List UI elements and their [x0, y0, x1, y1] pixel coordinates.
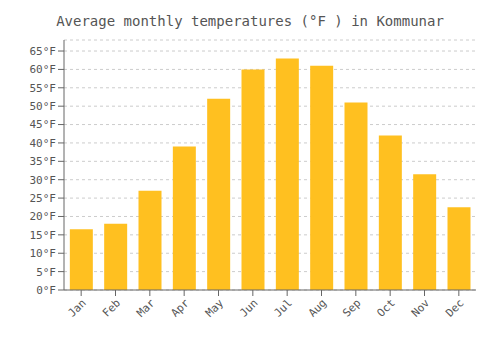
html-text:Average monthly temperatures (: Average monthly temperatures (°F ) in Ko…	[56, 13, 444, 29]
svg-text:Nov: Nov	[409, 296, 433, 320]
svg-text:Feb: Feb	[100, 296, 123, 319]
svg-text:Mar: Mar	[134, 296, 158, 320]
svg-text:60°F: 60°F	[30, 63, 57, 76]
svg-text:Jun: Jun	[237, 296, 260, 319]
svg-text:55°F: 55°F	[30, 82, 57, 95]
svg-text:65°F: 65°F	[30, 45, 57, 58]
svg-text:25°F: 25°F	[30, 192, 57, 205]
svg-text:Dec: Dec	[443, 296, 466, 319]
svg-text:45°F: 45°F	[30, 118, 57, 131]
svg-text:30°F: 30°F	[30, 174, 57, 187]
svg-text:Jul: Jul	[272, 296, 295, 319]
svg-text:May: May	[203, 296, 227, 320]
svg-text:15°F: 15°F	[30, 229, 57, 242]
svg-text:Aug: Aug	[306, 296, 329, 319]
svg-text:Jan: Jan	[66, 296, 89, 319]
svg-text:40°F: 40°F	[30, 137, 57, 150]
svg-text:0°F: 0°F	[36, 284, 56, 297]
svg-text:5°F: 5°F	[36, 266, 56, 279]
svg-text:Apr: Apr	[169, 296, 193, 320]
svg-text:10°F: 10°F	[30, 247, 57, 260]
svg-text:Oct: Oct	[375, 296, 398, 319]
svg-text:50°F: 50°F	[30, 100, 57, 113]
svg-text:20°F: 20°F	[30, 210, 57, 223]
svg-text:Sep: Sep	[340, 296, 363, 319]
svg-text:35°F: 35°F	[30, 155, 57, 168]
